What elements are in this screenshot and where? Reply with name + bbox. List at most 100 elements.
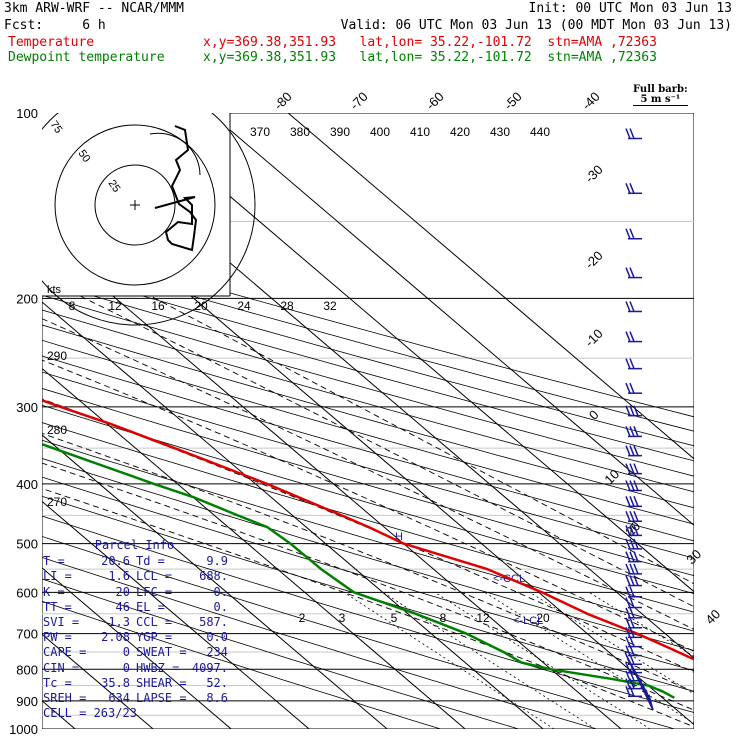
parcel-param-name: SVI = bbox=[43, 615, 80, 630]
isotherm bbox=[42, 301, 544, 729]
theta-label: 390 bbox=[330, 125, 350, 139]
mixing-ratio-label: 2 bbox=[299, 611, 306, 625]
theta-label: 430 bbox=[490, 125, 510, 139]
parcel-rows: T = 20.6 Td = 9.9 LI = 1.6 LCL = 688. K = 20 LFC =… bbox=[43, 554, 230, 706]
parcel-info-title: Parcel Info bbox=[94, 538, 175, 552]
isotherm-label: -80 bbox=[271, 89, 295, 113]
parcel-row: TT = 46 EL = 0. bbox=[43, 600, 230, 615]
parcel-param-value: 634 bbox=[108, 691, 130, 706]
mixing-ratio-label: 12 bbox=[476, 611, 490, 625]
isotherm bbox=[131, 113, 694, 593]
barb-legend-line2: 5 m s⁻¹ bbox=[633, 95, 688, 106]
parcel-row: CIN = 0 HWBZ = 4097. bbox=[43, 661, 230, 676]
theta-left-label: 270 bbox=[47, 495, 67, 509]
hodograph-trace bbox=[154, 125, 198, 252]
barb-legend-line1: Full barb: bbox=[633, 84, 688, 95]
hodograph-ring-75 bbox=[42, 113, 256, 326]
isotherm-label: 30 bbox=[683, 546, 704, 567]
parcel-row: SREH = 634 LAPSE = 8.6 bbox=[43, 691, 230, 706]
parcel-param-name: EL = bbox=[136, 599, 165, 614]
dry-adiabat bbox=[42, 457, 694, 652]
wind-barb bbox=[625, 563, 642, 575]
dry-adiabat bbox=[42, 404, 694, 595]
forecast-hour: Fcst: 6 h bbox=[4, 18, 106, 33]
parcel-param-name: YGP = bbox=[136, 630, 173, 645]
parcel-param-value: 52. bbox=[206, 675, 228, 690]
barb-legend: Full barb: 5 m s⁻¹ bbox=[633, 85, 688, 106]
isotherm bbox=[42, 567, 232, 729]
parcel-param-value: 0.0 bbox=[206, 630, 228, 645]
hodograph-ring-25 bbox=[94, 164, 176, 246]
parcel-param-value: 1.3 bbox=[108, 615, 130, 630]
wind-barb bbox=[625, 183, 642, 195]
dry-adiabat bbox=[42, 339, 694, 525]
dry-adiabat bbox=[42, 280, 694, 462]
parcel-param-value: 1.6 bbox=[108, 569, 130, 584]
isotherm-label: -30 bbox=[582, 162, 606, 186]
isobar-label: 1000 bbox=[9, 722, 38, 737]
h-marker: H bbox=[395, 531, 403, 543]
parcel-param-value: 0. bbox=[213, 599, 228, 614]
parcel-param-name: Tc = bbox=[43, 675, 72, 690]
parcel-param-name: LAPSE = bbox=[136, 691, 187, 706]
wind-barb bbox=[625, 686, 642, 698]
isotherm bbox=[42, 500, 310, 729]
parcel-param-name: K = bbox=[43, 584, 65, 599]
isotherm-label: 0 bbox=[586, 407, 602, 423]
dewpoint-legend-label: Dewpoint temperature bbox=[8, 50, 165, 65]
isobar-label: 300 bbox=[16, 400, 38, 415]
parcel-param-value: 234 bbox=[206, 645, 228, 660]
wind-barb bbox=[625, 301, 642, 313]
dry-adiabat bbox=[42, 578, 520, 729]
temperature-legend-label: Temperature bbox=[8, 35, 95, 50]
parcel-row: PW = 2.08 YGP = 0.0 bbox=[43, 630, 230, 645]
dry-adiabat bbox=[42, 324, 694, 509]
parcel-param-value: 0 bbox=[122, 660, 130, 675]
lcl-annotation: <-LCL bbox=[513, 615, 543, 627]
theta-label: 380 bbox=[290, 125, 310, 139]
wind-barb bbox=[625, 463, 642, 475]
wind-barb bbox=[625, 538, 642, 550]
hodograph-units: kts bbox=[47, 284, 62, 296]
temperature-profile bbox=[42, 398, 694, 661]
mixing-ratio-line bbox=[382, 591, 596, 729]
dewpoint-profile bbox=[42, 442, 675, 699]
wind-barb bbox=[625, 551, 642, 563]
init-time: Init: 00 UTC Mon 03 Jun 13 bbox=[528, 1, 733, 16]
isotherm bbox=[0, 99, 12, 740]
parcel-param-value: 688. bbox=[199, 569, 228, 584]
parcel-param-value: 8.6 bbox=[206, 691, 228, 706]
wind-barb bbox=[625, 636, 642, 648]
parcel-param-value: 46 bbox=[115, 599, 130, 614]
moist-adiabat bbox=[42, 276, 694, 608]
wind-barb bbox=[625, 228, 642, 240]
wind-barb bbox=[625, 445, 642, 457]
moist-adiabat bbox=[42, 462, 694, 711]
dry-adiabat bbox=[42, 309, 694, 493]
hodograph-axis-label: 12 bbox=[108, 299, 122, 313]
wind-barb bbox=[625, 597, 642, 609]
wind-barb bbox=[625, 586, 642, 598]
parcel-row: T = 20.6 Td = 9.9 bbox=[43, 554, 230, 569]
parcel-param-value: 9.9 bbox=[206, 554, 228, 569]
wind-barb bbox=[625, 426, 642, 438]
isotherm-label: -60 bbox=[423, 89, 447, 113]
hodograph-arc bbox=[149, 132, 201, 176]
wind-barb bbox=[625, 405, 642, 417]
wind-barb bbox=[625, 480, 642, 492]
parcel-param-name: CAPE = bbox=[43, 645, 87, 660]
parcel-info-box: Parcel Info T = 20.6 Td = 9.9 LI = 1.6 LCL = 68… bbox=[43, 538, 230, 728]
hodograph-axis-label: 28 bbox=[280, 299, 294, 313]
hodograph-axis-label: 24 bbox=[237, 299, 251, 313]
parcel-param-name: SWEAT = bbox=[136, 645, 187, 660]
dry-adiabat bbox=[42, 495, 694, 692]
wind-barb bbox=[625, 525, 642, 537]
dry-adiabat bbox=[42, 535, 677, 729]
wind-barb bbox=[625, 510, 642, 523]
parcel-param-name: PW = bbox=[43, 630, 72, 645]
hodograph-axis-label: 16 bbox=[151, 299, 165, 313]
parcel-param-name: CCL = bbox=[136, 615, 173, 630]
parcel-param-name: HWBZ = bbox=[136, 660, 180, 675]
dry-adiabat bbox=[42, 355, 694, 542]
